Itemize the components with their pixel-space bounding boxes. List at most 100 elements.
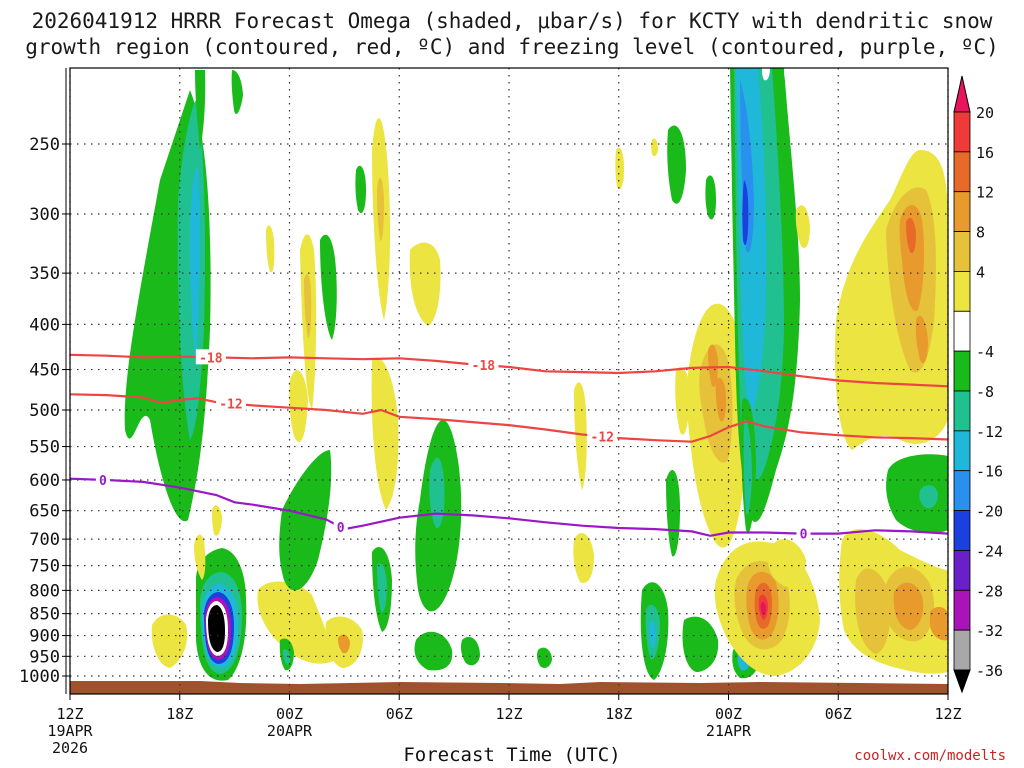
y-tick-label: 550 xyxy=(29,438,60,458)
colorbar-label: -28 xyxy=(976,582,1003,600)
omega-region xyxy=(189,167,201,360)
omega-region xyxy=(743,419,752,515)
x-axis-title: Forecast Time (UTC) xyxy=(403,744,621,766)
omega-region xyxy=(906,217,916,254)
colorbar-label: 20 xyxy=(976,104,994,122)
omega-region xyxy=(649,620,656,649)
contour-label-bg xyxy=(333,519,348,535)
omega-region xyxy=(429,457,445,529)
x-tick-label: 21APR xyxy=(706,722,752,740)
omega-region xyxy=(715,377,726,422)
omega-region xyxy=(195,70,206,150)
omega-region xyxy=(279,450,332,591)
colorbar-swatch xyxy=(953,310,971,352)
omega-region xyxy=(371,357,399,510)
y-tick-label: 800 xyxy=(29,581,60,601)
contour-label-bg xyxy=(587,428,618,444)
omega-region xyxy=(461,636,480,666)
omega-region xyxy=(320,234,337,340)
contour-label-bg xyxy=(215,395,246,411)
x-tick-label: 20APR xyxy=(267,722,313,740)
contour-label: -12 xyxy=(219,397,242,412)
contour-line xyxy=(69,393,949,443)
colorbar-swatch xyxy=(953,629,971,671)
omega-region xyxy=(615,147,624,190)
omega-region xyxy=(231,70,243,115)
omega-region xyxy=(708,344,718,387)
x-tick-label: 2026 xyxy=(52,739,88,757)
colorbar-label: -8 xyxy=(976,383,994,401)
omega-region xyxy=(934,295,948,404)
omega-region xyxy=(536,647,552,668)
omega-region xyxy=(742,180,749,246)
contour-label: -18 xyxy=(472,359,496,374)
omega-region xyxy=(194,534,206,580)
y-tick-label: 450 xyxy=(29,361,60,381)
x-tick-label: 00Z xyxy=(715,705,742,723)
colorbar-swatch xyxy=(953,191,971,232)
y-tick-label: 250 xyxy=(29,135,60,155)
contour-label-bg xyxy=(195,349,226,365)
colorbar-label: -12 xyxy=(976,423,1003,441)
omega-region xyxy=(705,175,716,220)
colorbar-label: 12 xyxy=(976,184,994,202)
omega-region xyxy=(574,382,587,490)
x-tick-label: 19APR xyxy=(47,722,93,740)
contour-label: 0 xyxy=(99,474,107,489)
omega-region xyxy=(699,344,733,463)
colorbar-swatch xyxy=(953,669,971,694)
omega-region xyxy=(899,205,925,311)
y-tick-label: 650 xyxy=(29,502,60,522)
omega-region xyxy=(666,470,680,557)
omega-region xyxy=(208,605,225,652)
colorbar-label: -4 xyxy=(976,343,994,361)
contour-label: 0 xyxy=(337,521,345,536)
omega-region xyxy=(784,68,792,83)
colorbar-label: 8 xyxy=(976,224,985,242)
contour-label-bg xyxy=(95,471,110,487)
omega-region xyxy=(377,563,387,613)
y-tick-label: 300 xyxy=(29,205,60,225)
omega-region xyxy=(257,581,336,664)
x-tick-label: 12Z xyxy=(495,705,522,723)
contours: -18 -18 -12 -12 0 0 0 xyxy=(69,349,949,543)
y-tick-label: 500 xyxy=(29,401,60,421)
credit-text: coolwx.com/modelts xyxy=(854,748,1006,764)
x-tick-label: 12Z xyxy=(934,705,961,723)
omega-region xyxy=(414,631,453,671)
y-tick-label: 850 xyxy=(29,605,60,625)
colorbar-label: -24 xyxy=(976,542,1003,560)
y-tick-label: 600 xyxy=(29,471,60,491)
colorbar-label: 4 xyxy=(976,263,985,281)
title-line-1: 2026041912 HRRR Forecast Omega (shaded, … xyxy=(31,9,993,33)
omega-region xyxy=(377,177,384,241)
omega-region xyxy=(283,649,290,665)
colorbar-label: -16 xyxy=(976,463,1003,481)
title-line-2: growth region (contoured, red, ºC) and f… xyxy=(25,35,999,59)
omega-region xyxy=(893,582,924,630)
omega-region xyxy=(355,165,366,214)
omega-region xyxy=(795,205,810,248)
omega-region xyxy=(930,606,948,641)
omega-region xyxy=(409,242,441,326)
colorbar-swatch xyxy=(953,589,971,631)
colorbar-label: -36 xyxy=(976,662,1003,680)
colorbar-swatch xyxy=(953,390,971,432)
colorbar-swatch xyxy=(953,350,971,392)
omega-region xyxy=(767,539,806,587)
omega-region xyxy=(573,533,594,583)
y-axis-ticks: 2503003504004505005506006507007508008509… xyxy=(19,135,70,687)
colorbar-label: 16 xyxy=(976,144,994,162)
omega-region xyxy=(915,315,928,364)
colorbar: 20 16 12 8 4 -4 -8 -12 -16 -20 -24 -28 -32 -36 xyxy=(953,75,1003,694)
contour-label: 0 xyxy=(800,528,808,543)
omega-region xyxy=(651,138,658,157)
omega-region xyxy=(682,616,719,672)
y-tick-label: 900 xyxy=(29,627,60,647)
omega-region xyxy=(304,274,312,339)
omega-region xyxy=(855,568,891,654)
contour-label-bg xyxy=(468,357,499,373)
contour-label-bg xyxy=(796,525,811,541)
